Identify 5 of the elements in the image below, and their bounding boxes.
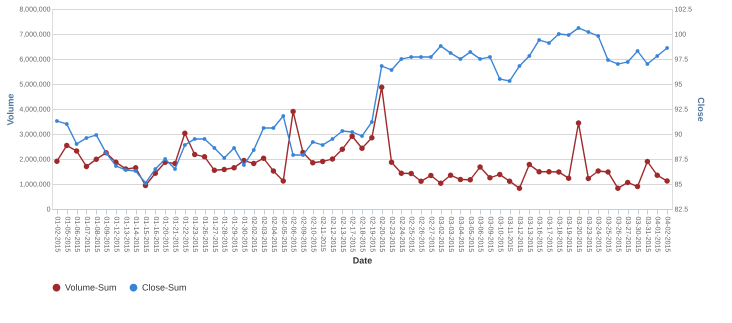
legend-label: Close-Sum: [142, 282, 187, 293]
x-axis-title: Date: [352, 255, 372, 266]
y2-axis-title: Close: [696, 97, 706, 122]
legend-label: Volume-Sum: [65, 282, 117, 293]
y-axis-title: Volume: [5, 94, 16, 126]
